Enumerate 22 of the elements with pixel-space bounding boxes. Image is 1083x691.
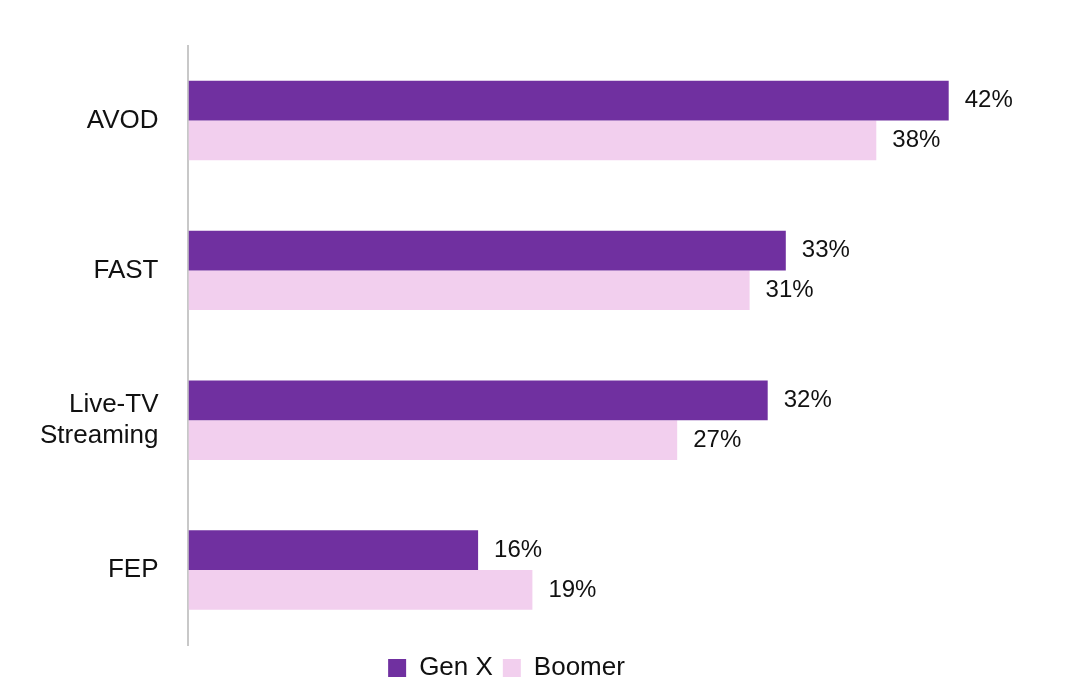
data-label: 27% — [693, 424, 742, 452]
bar — [188, 420, 678, 460]
bar — [188, 120, 877, 161]
y-tick-label: FAST — [93, 253, 159, 284]
bar — [188, 380, 768, 421]
y-tick-label: Live-TV Streaming — [40, 387, 160, 449]
data-label: 32% — [783, 384, 832, 412]
data-label: 31% — [765, 274, 814, 302]
bar — [188, 530, 479, 571]
data-label: 33% — [801, 235, 850, 263]
data-label: 38% — [892, 125, 941, 153]
y-tick-label: AVOD — [86, 103, 159, 134]
bar — [188, 270, 750, 311]
y-tick-label: FEP — [107, 553, 159, 584]
data-label: 19% — [548, 574, 597, 602]
legend-label: Gen X — [419, 651, 493, 682]
data-label: 42% — [964, 85, 1013, 113]
data-label: 16% — [494, 534, 543, 562]
legend-label: Boomer — [533, 651, 626, 682]
bar — [188, 570, 533, 610]
bar — [188, 80, 949, 121]
bar — [188, 230, 786, 271]
